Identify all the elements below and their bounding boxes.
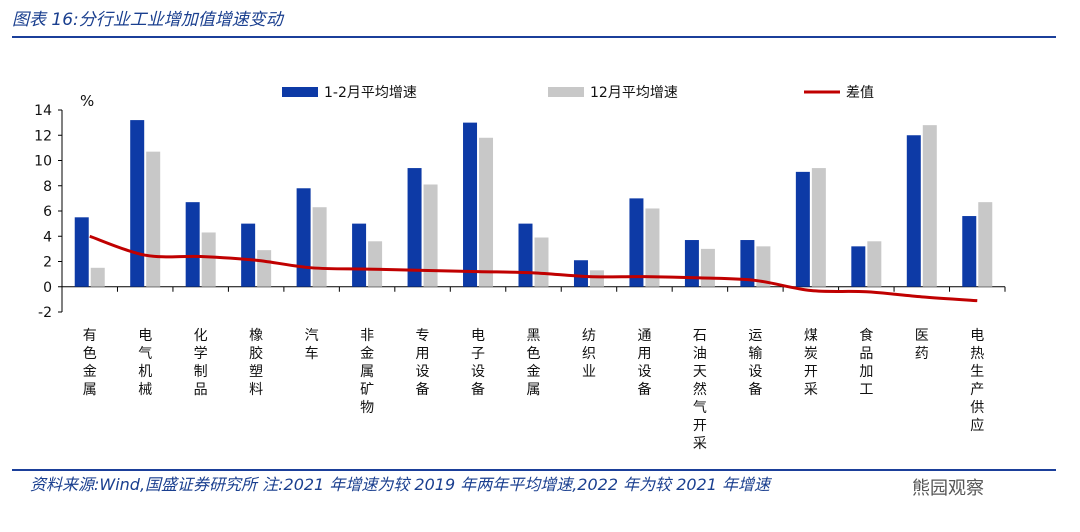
bar-series1 (629, 198, 644, 287)
legend-label-series2: 12月平均增速 (590, 85, 678, 101)
x-category-label: 运输设备 (748, 328, 762, 398)
bar-series2 (201, 232, 216, 287)
bar-series1 (795, 171, 810, 287)
bar-series2 (978, 202, 993, 287)
bar-series2 (534, 237, 549, 287)
top-divider (12, 36, 1056, 38)
line-series3 (89, 234, 978, 303)
x-category-label: 非金属矿物 (360, 328, 374, 416)
legend-swatch-series1 (282, 87, 318, 97)
bar-series1 (906, 135, 921, 287)
bar-series1 (241, 223, 256, 287)
legend-label-series3: 差值 (846, 85, 874, 101)
bottom-divider (12, 469, 1056, 471)
chart-title: 图表 16:分行业工业增加值增速变动 (12, 10, 283, 30)
bar-series2 (312, 207, 327, 287)
bar-series1 (684, 240, 699, 287)
bar-series2 (589, 270, 604, 287)
source-note: 资料来源:Wind,国盛证券研究所 注:2021 年增速为较 2019 年两年平… (30, 475, 770, 494)
legend-label-series1: 1-2月平均增速 (324, 85, 417, 101)
y-tick-label: 2 (43, 255, 52, 271)
x-category-label: 电子设备 (471, 328, 485, 398)
bar-series1 (407, 168, 422, 287)
legend-swatch-series2 (548, 87, 584, 97)
x-category-label: 汽车 (305, 328, 319, 362)
y-tick-label: 6 (43, 204, 52, 220)
x-category-label: 黑色金属 (527, 328, 541, 398)
bar-series1 (352, 223, 367, 287)
x-category-label: 橡胶塑料 (249, 328, 263, 398)
bar-series2 (811, 168, 826, 287)
y-unit-label: % (80, 92, 94, 110)
x-category-label: 煤炭开采 (804, 328, 818, 398)
x-category-label: 化学制品 (194, 328, 208, 398)
bar-series1 (185, 202, 200, 287)
x-category-label: 食品加工 (859, 327, 873, 398)
bar-series2 (922, 125, 937, 287)
x-category-label: 通用设备 (637, 328, 651, 398)
y-tick-label: 10 (34, 154, 52, 170)
bar-series2 (368, 241, 383, 287)
x-category-label: 电热生产供应 (970, 328, 984, 434)
y-tick-label: 14 (34, 103, 52, 119)
bar-line-chart: -2 0 2 4 6 8 10 12 14% 有色金属 电气机械 化学制品 橡胶塑料 汽车 非金属矿物 专用设… (34, 85, 1006, 452)
bar-series2 (645, 208, 660, 287)
y-tick-label: 8 (43, 179, 52, 195)
bar-series1 (740, 240, 755, 287)
bar-series1 (296, 188, 311, 287)
bar-series1 (962, 216, 977, 287)
bar-series1 (851, 246, 866, 287)
watermark-logo: 熊园观察 (908, 474, 988, 500)
bar-series1 (74, 217, 89, 287)
bar-series2 (867, 241, 882, 287)
y-tick-label: 4 (43, 229, 52, 245)
bar-series1 (518, 223, 533, 287)
y-tick-label: 12 (34, 128, 52, 144)
bar-series1 (573, 260, 588, 287)
y-tick-label: 0 (43, 280, 52, 296)
bar-series2 (479, 137, 494, 287)
x-category-label: 医药 (915, 328, 929, 362)
x-category-label: 纺织业 (582, 328, 596, 380)
bar-series2 (423, 184, 438, 287)
bar-series2 (756, 246, 771, 287)
x-category-label: 石油天然气开采 (693, 328, 707, 452)
bar-series1 (463, 122, 478, 287)
bar-series2 (146, 151, 161, 287)
x-category-label: 电气机械 (138, 328, 152, 398)
bar-series2 (257, 250, 272, 287)
bar-series1 (130, 120, 145, 287)
x-category-label: 专用设备 (416, 328, 430, 398)
bar-series2 (700, 248, 715, 287)
bar-series2 (90, 267, 105, 287)
x-category-label: 有色金属 (83, 328, 97, 398)
y-tick-label: -2 (38, 305, 52, 321)
